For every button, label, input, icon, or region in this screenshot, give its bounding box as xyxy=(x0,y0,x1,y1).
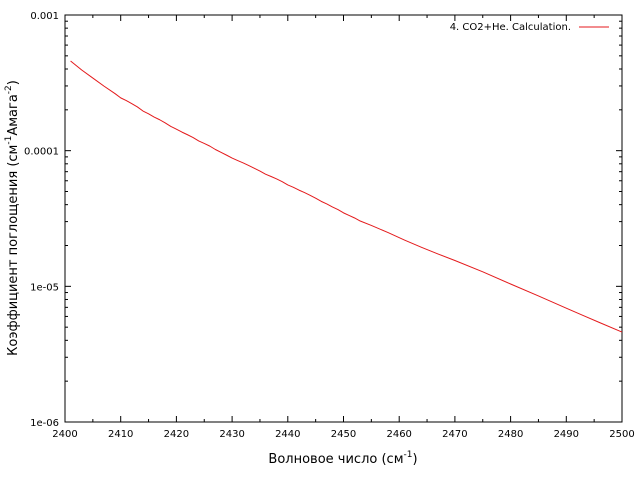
series-layer xyxy=(70,60,623,333)
x-tick-label: 2440 xyxy=(275,429,300,440)
tick-labels: 2400 2410 2420 2430 2440 2450 2460 2470 2480 2490… xyxy=(24,11,635,440)
x-tick-label: 2470 xyxy=(442,429,467,440)
legend-label: 4. CO2+He. Calculation. xyxy=(450,22,571,33)
y-tick-label: 1e-06 xyxy=(30,418,59,429)
x-tick-label: 2430 xyxy=(219,429,244,440)
x-axis-title: Волновое число (см-1) xyxy=(268,450,417,467)
x-tick-label: 2420 xyxy=(164,429,189,440)
x-tick-label: 2460 xyxy=(386,429,411,440)
y-tick-label: 0.001 xyxy=(30,11,59,22)
x-tick-label: 2410 xyxy=(108,429,133,440)
legend: 4. CO2+He. Calculation. xyxy=(450,22,609,33)
ticks xyxy=(64,14,623,423)
x-tick-label: 2490 xyxy=(554,429,579,440)
y-axis-title: Коэффициент поглощения (см-1Амага-2) xyxy=(4,80,21,356)
x-tick-label: 2500 xyxy=(609,429,634,440)
y-tick-label: 0.0001 xyxy=(24,147,59,158)
x-tick-label: 2400 xyxy=(52,429,77,440)
x-tick-label: 2480 xyxy=(498,429,523,440)
y-tick-label: 1e-05 xyxy=(30,282,59,293)
series-line-0 xyxy=(70,60,623,333)
x-tick-label: 2450 xyxy=(331,429,356,440)
